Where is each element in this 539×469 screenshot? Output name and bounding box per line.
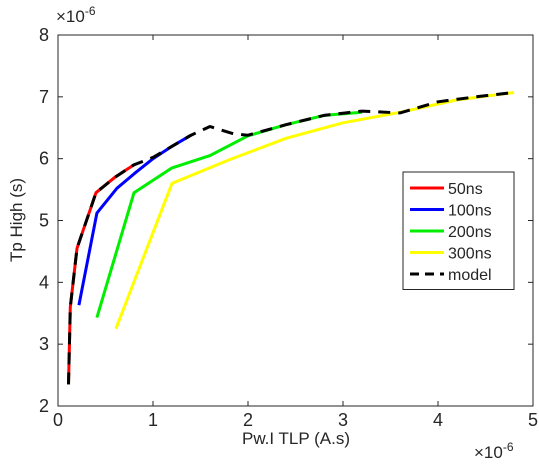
legend-label-50ns: 50ns [448, 181, 483, 198]
legend-label-model: model [448, 267, 492, 284]
x-tick-label: 5 [528, 410, 538, 430]
x-tick-label: 2 [243, 410, 253, 430]
legend: 50ns 100ns 200ns 300ns model [402, 171, 515, 290]
y-tick-label: 2 [39, 396, 49, 416]
y-tick-label: 5 [39, 211, 49, 231]
y-exponent-base: ×10 [56, 7, 85, 26]
legend-label-100ns: 100ns [448, 203, 492, 220]
y-tick-label: 7 [39, 87, 49, 107]
y-exponent-label: ×10-6 [56, 4, 96, 26]
x-tick-label: 0 [53, 410, 63, 430]
plot-area: 0 1 2 3 4 5 2 3 4 5 6 7 8 50ns 100ns 200ns 300ns model [39, 25, 538, 430]
x-tick-label: 1 [148, 410, 158, 430]
x-tick-label: 3 [338, 410, 348, 430]
x-exponent-base: ×10 [474, 443, 503, 462]
legend-label-200ns: 200ns [448, 224, 492, 241]
y-axis-label: Tp High (s) [7, 178, 26, 262]
y-tick-label: 3 [39, 334, 49, 354]
legend-label-300ns: 300ns [448, 246, 492, 263]
y-tick-label: 6 [39, 149, 49, 169]
y-tick-label: 8 [39, 25, 49, 45]
y-exponent-power: -6 [85, 4, 96, 18]
x-exponent-label: ×10-6 [474, 440, 514, 462]
x-tick-label: 4 [433, 410, 443, 430]
x-axis-label: Pw.I TLP (A.s) [242, 429, 350, 448]
x-exponent-power: -6 [503, 440, 514, 454]
y-tick-label: 4 [39, 272, 49, 292]
series-line-200ns [95, 110, 363, 319]
